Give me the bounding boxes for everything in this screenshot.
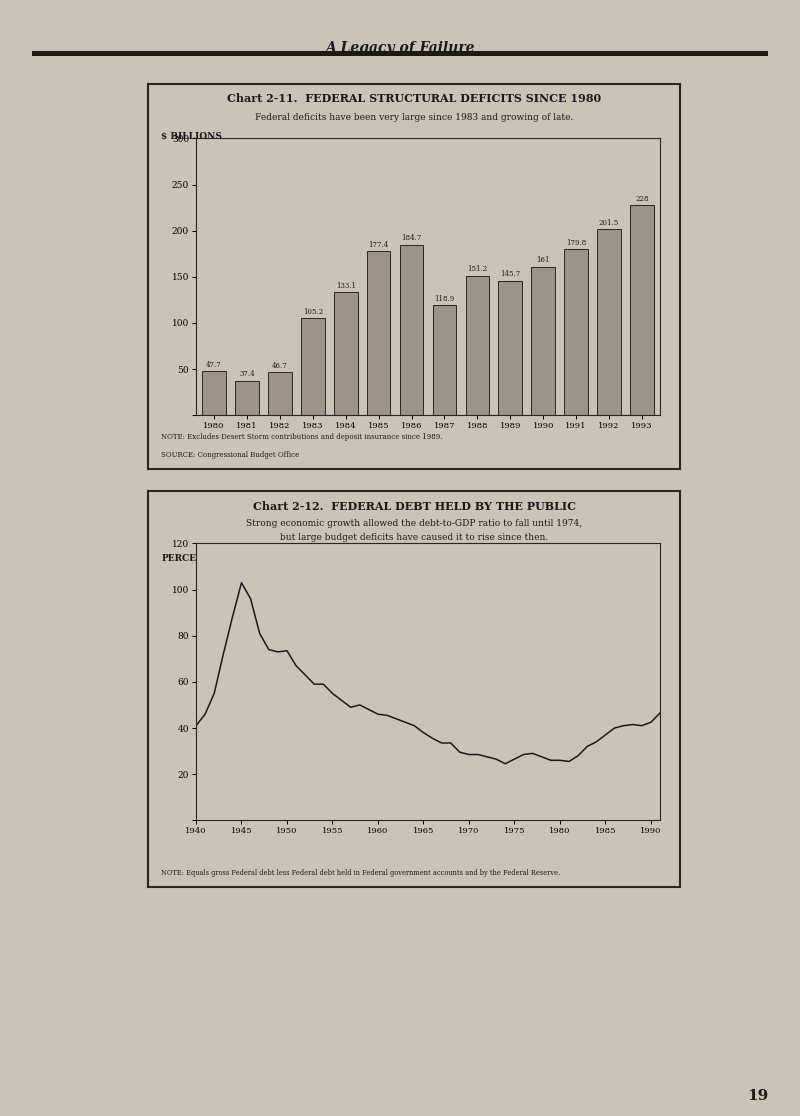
Text: NOTE: Excludes Desert Storm contributions and deposit insurance since 1989.: NOTE: Excludes Desert Storm contribution… [162,433,443,441]
Text: 37.4: 37.4 [239,371,255,378]
Text: but large budget deficits have caused it to rise since then.: but large budget deficits have caused it… [280,532,548,541]
Text: 145.7: 145.7 [500,270,520,278]
Text: SOURCE: Congressional Budget Office: SOURCE: Congressional Budget Office [162,451,299,459]
Bar [400,244,423,415]
Text: 118.9: 118.9 [434,295,454,304]
Bar [334,292,358,415]
Text: 105.2: 105.2 [302,308,323,316]
Text: 19: 19 [746,1088,768,1103]
Text: Strong economic growth allowed the debt-to-GDP ratio to fall until 1974,: Strong economic growth allowed the debt-… [246,519,582,528]
Bar [301,318,325,415]
Bar [498,281,522,415]
Bar [433,306,456,415]
Bar [366,251,390,415]
Bar [268,372,292,415]
Text: A Legacy of Failure: A Legacy of Failure [326,41,474,56]
Text: 228: 228 [635,194,649,202]
Text: NOTE: Equals gross Federal debt less Federal debt held in Federal government acc: NOTE: Equals gross Federal debt less Fed… [162,869,561,877]
Text: Chart 2-11.  FEDERAL STRUCTURAL DEFICITS SINCE 1980: Chart 2-11. FEDERAL STRUCTURAL DEFICITS … [227,94,601,104]
Bar [564,249,588,415]
Bar [531,267,555,415]
Text: Chart 2-12.  FEDERAL DEBT HELD BY THE PUBLIC: Chart 2-12. FEDERAL DEBT HELD BY THE PUB… [253,501,575,512]
Text: PERCENT: PERCENT [162,555,211,564]
Bar [466,276,490,415]
Text: Federal deficits have been very large since 1983 and growing of late.: Federal deficits have been very large si… [255,113,573,122]
Text: 151.2: 151.2 [467,266,487,273]
Text: $ BILLIONS: $ BILLIONS [162,132,222,141]
Text: 46.7: 46.7 [272,362,288,369]
Text: 47.7: 47.7 [206,360,222,369]
Bar [597,229,621,415]
Text: (as a percent of GDP): (as a percent of GDP) [365,555,463,564]
Text: 177.4: 177.4 [369,241,389,249]
Bar [235,381,259,415]
Text: 161: 161 [537,257,550,264]
Bar [202,372,226,415]
Bar [630,205,654,415]
Text: 133.1: 133.1 [336,282,356,290]
Text: 184.7: 184.7 [402,234,422,242]
Text: 201.5: 201.5 [599,219,619,227]
Text: 179.8: 179.8 [566,239,586,247]
